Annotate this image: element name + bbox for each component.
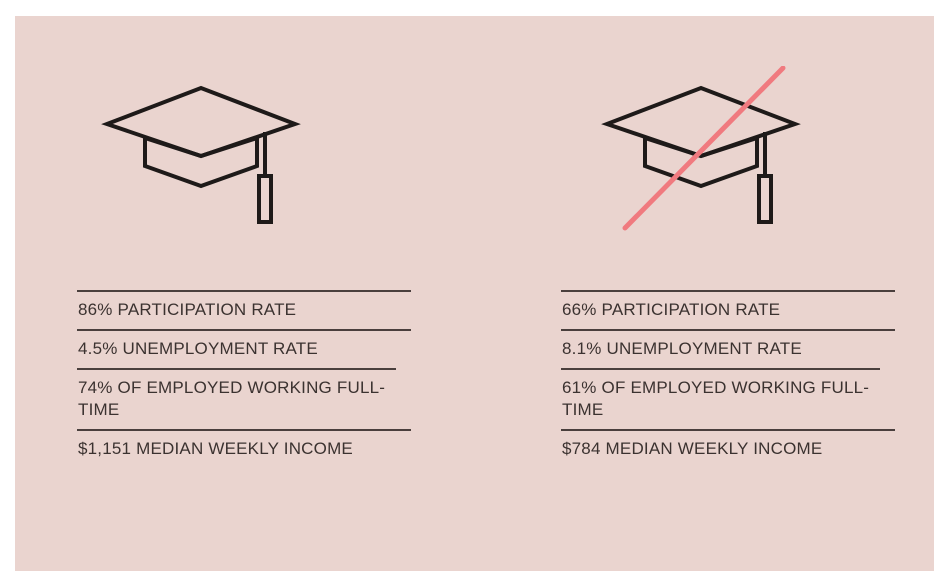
graduation-cap-icon	[97, 66, 317, 246]
with-degree-stats: 86% PARTICIPATION RATE 4.5% UNEMPLOYMENT…	[77, 290, 411, 468]
stat-participation-rate: 66% PARTICIPATION RATE	[561, 290, 895, 329]
stat-median-weekly-income: $784 MEDIAN WEEKLY INCOME	[561, 429, 895, 468]
stat-unemployment-rate: 8.1% UNEMPLOYMENT RATE	[561, 329, 895, 368]
stat-unemployment-rate: 4.5% UNEMPLOYMENT RATE	[77, 329, 411, 368]
stat-participation-rate: 86% PARTICIPATION RATE	[77, 290, 411, 329]
crossed-out-graduation-cap-icon	[597, 65, 817, 246]
strike-through-line	[622, 65, 786, 231]
infographic-panel: 86% PARTICIPATION RATE 4.5% UNEMPLOYMENT…	[15, 16, 934, 571]
stat-full-time-employment: 74% OF EMPLOYED WORKING FULL-TIME	[77, 368, 396, 429]
stat-full-time-employment: 61% OF EMPLOYED WORKING FULL-TIME	[561, 368, 880, 429]
stat-median-weekly-income: $1,151 MEDIAN WEEKLY INCOME	[77, 429, 411, 468]
without-degree-stats: 66% PARTICIPATION RATE 8.1% UNEMPLOYMENT…	[561, 290, 895, 468]
